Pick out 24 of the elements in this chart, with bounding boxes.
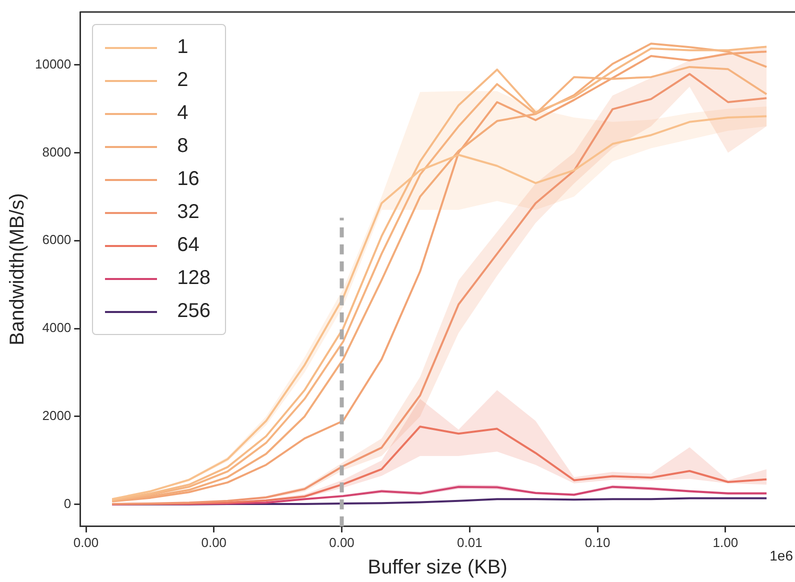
legend-label: 8 bbox=[177, 135, 188, 158]
x-tick-label: 0.00 bbox=[201, 534, 227, 550]
y-tick-label: 8000 bbox=[42, 144, 72, 160]
legend-label: 16 bbox=[177, 168, 200, 191]
x-tick-label: 0.00 bbox=[73, 534, 99, 550]
text: 1e6 bbox=[770, 547, 794, 564]
x-tick-label: 0.00 bbox=[329, 534, 354, 550]
legend-label: 1 bbox=[177, 36, 188, 59]
x-axis-title: Buffer size (KB) bbox=[368, 556, 508, 579]
y-axis-title: Bandwidth(MB/s) bbox=[6, 193, 29, 346]
y-tick-label: 0 bbox=[64, 496, 72, 511]
legend-label: 2 bbox=[177, 69, 188, 92]
y-tick-label: 4000 bbox=[42, 320, 72, 336]
legend-label: 4 bbox=[177, 102, 188, 125]
legend-label: 32 bbox=[177, 201, 200, 224]
y-tick-label: 10000 bbox=[34, 56, 72, 72]
legend-label: 128 bbox=[177, 267, 211, 290]
x-tick-label: 1.00 bbox=[712, 534, 738, 550]
y-tick-label: 6000 bbox=[42, 232, 72, 248]
legend-label: 64 bbox=[177, 234, 200, 257]
legend-label: 256 bbox=[177, 300, 211, 323]
y-tick-label: 2000 bbox=[42, 408, 72, 424]
x-tick-label: 0.10 bbox=[584, 534, 610, 550]
x-tick-label: 0.01 bbox=[457, 534, 482, 550]
